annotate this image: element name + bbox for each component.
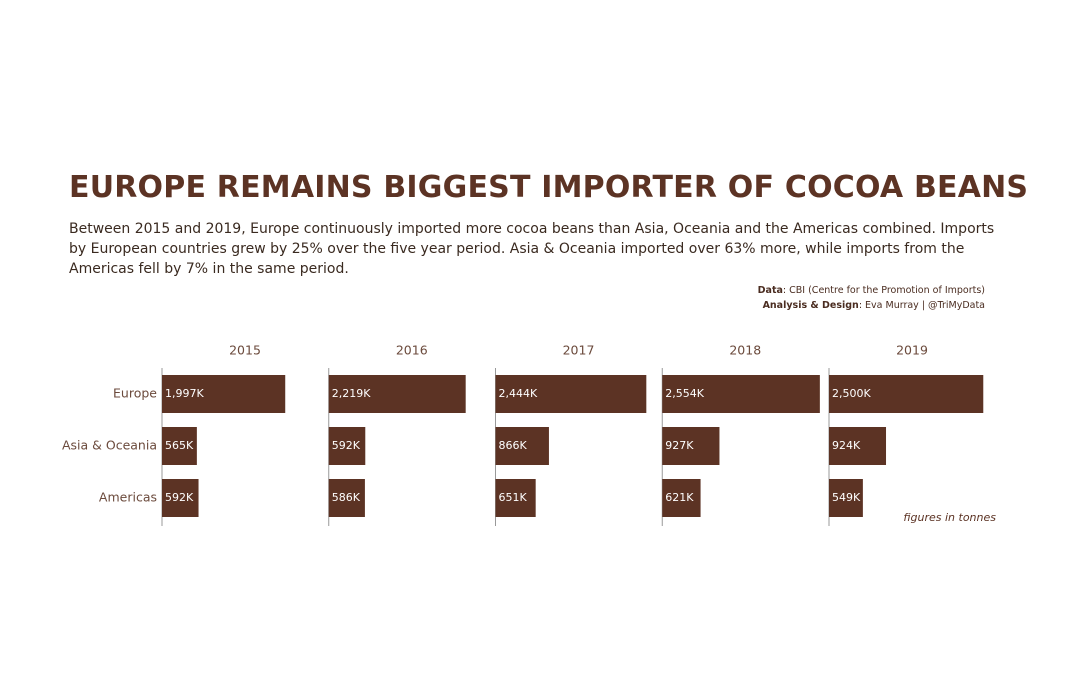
source-text: : CBI (Centre for the Promotion of Impor…: [782, 285, 985, 296]
bar: [162, 375, 286, 413]
value-label: 565K: [165, 439, 194, 452]
bar: [829, 375, 984, 413]
bar: [162, 479, 199, 517]
value-label: 592K: [165, 491, 194, 504]
value-label: 651K: [499, 491, 528, 504]
annotation: figures in tonnes: [903, 511, 996, 524]
value-label: 2,444K: [499, 387, 538, 400]
value-label: 621K: [665, 491, 694, 504]
value-label: 927K: [665, 439, 694, 452]
bar: [328, 375, 466, 413]
bar: [662, 375, 820, 413]
source-label: Analysis & Design: [762, 300, 859, 311]
value-label: 924K: [832, 439, 861, 452]
value-label: 2,554K: [665, 387, 704, 400]
source-line: Analysis & Design: Eva Murray | @TriMyDa…: [763, 300, 985, 311]
value-label: 2,500K: [832, 387, 871, 400]
bar: [829, 479, 863, 517]
bar: [495, 479, 536, 517]
bar: [662, 427, 720, 465]
subtitle: Between 2015 and 2019, Europe continuous…: [69, 221, 995, 277]
bar: [162, 427, 197, 465]
bar: [495, 427, 549, 465]
bar: [829, 427, 887, 465]
panel-title: 2018: [729, 343, 761, 358]
bar: [328, 427, 366, 465]
source-text: : Eva Murray | @TriMyData: [858, 300, 985, 311]
source-line: Data: CBI (Centre for the Promotion of I…: [758, 285, 985, 296]
category-label: Americas: [99, 490, 157, 505]
panel-title: 2016: [396, 343, 428, 358]
bar: [328, 479, 365, 517]
panel-title: 2015: [229, 343, 261, 358]
value-label: 866K: [499, 439, 528, 452]
category-label: Europe: [113, 386, 157, 401]
panel-title: 2019: [896, 343, 928, 358]
bar: [662, 479, 701, 517]
title: EUROPE REMAINS BIGGEST IMPORTER OF COCOA…: [69, 170, 1029, 205]
value-label: 549K: [832, 491, 861, 504]
bar: [495, 375, 647, 413]
value-label: 586K: [332, 491, 361, 504]
source-label: Data: [757, 285, 783, 296]
value-label: 592K: [332, 439, 361, 452]
value-label: 1,997K: [165, 387, 204, 400]
panel-title: 2017: [563, 343, 595, 358]
category-label: Asia & Oceania: [62, 438, 157, 453]
value-label: 2,219K: [332, 387, 371, 400]
